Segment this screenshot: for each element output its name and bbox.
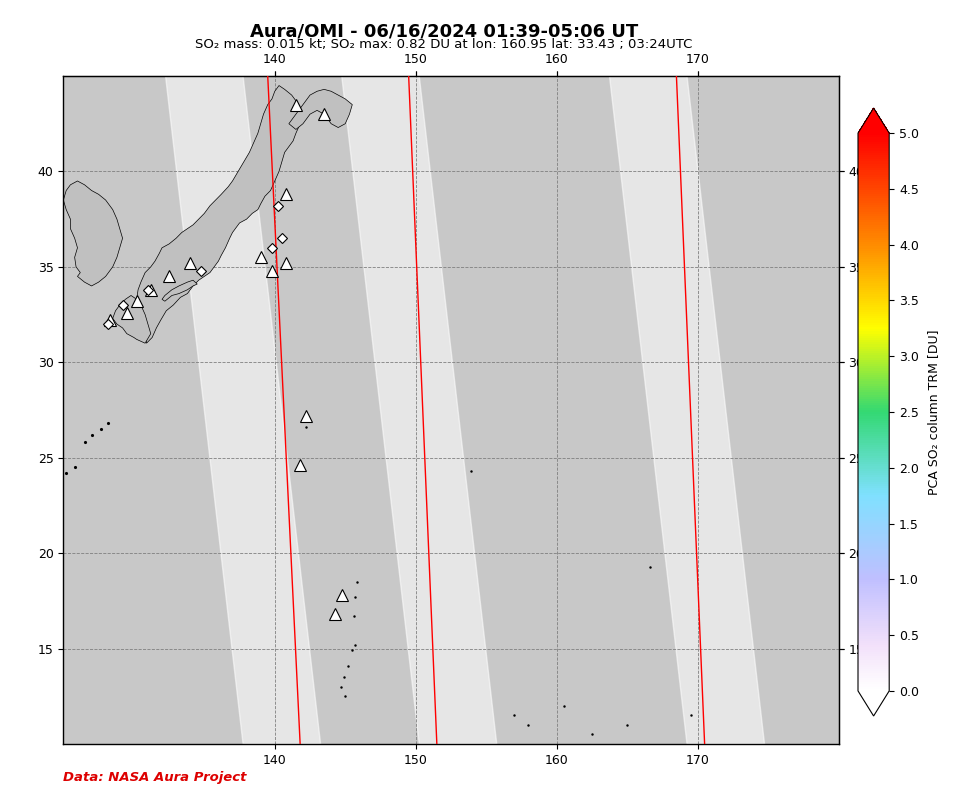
Polygon shape xyxy=(166,76,321,744)
Text: SO₂ mass: 0.015 kt; SO₂ max: 0.82 DU at lon: 160.95 lat: 33.43 ; 03:24UTC: SO₂ mass: 0.015 kt; SO₂ max: 0.82 DU at … xyxy=(195,38,692,51)
Polygon shape xyxy=(63,181,123,286)
Polygon shape xyxy=(162,280,197,302)
Text: Data: NASA Aura Project: Data: NASA Aura Project xyxy=(63,771,247,784)
PathPatch shape xyxy=(858,108,889,133)
Polygon shape xyxy=(609,76,764,744)
Polygon shape xyxy=(341,76,496,744)
Text: Aura/OMI - 06/16/2024 01:39-05:06 UT: Aura/OMI - 06/16/2024 01:39-05:06 UT xyxy=(250,22,638,40)
PathPatch shape xyxy=(858,691,889,716)
Y-axis label: PCA SO₂ column TRM [DU]: PCA SO₂ column TRM [DU] xyxy=(927,330,940,494)
Polygon shape xyxy=(113,295,151,343)
Polygon shape xyxy=(134,86,301,343)
Polygon shape xyxy=(289,90,352,130)
